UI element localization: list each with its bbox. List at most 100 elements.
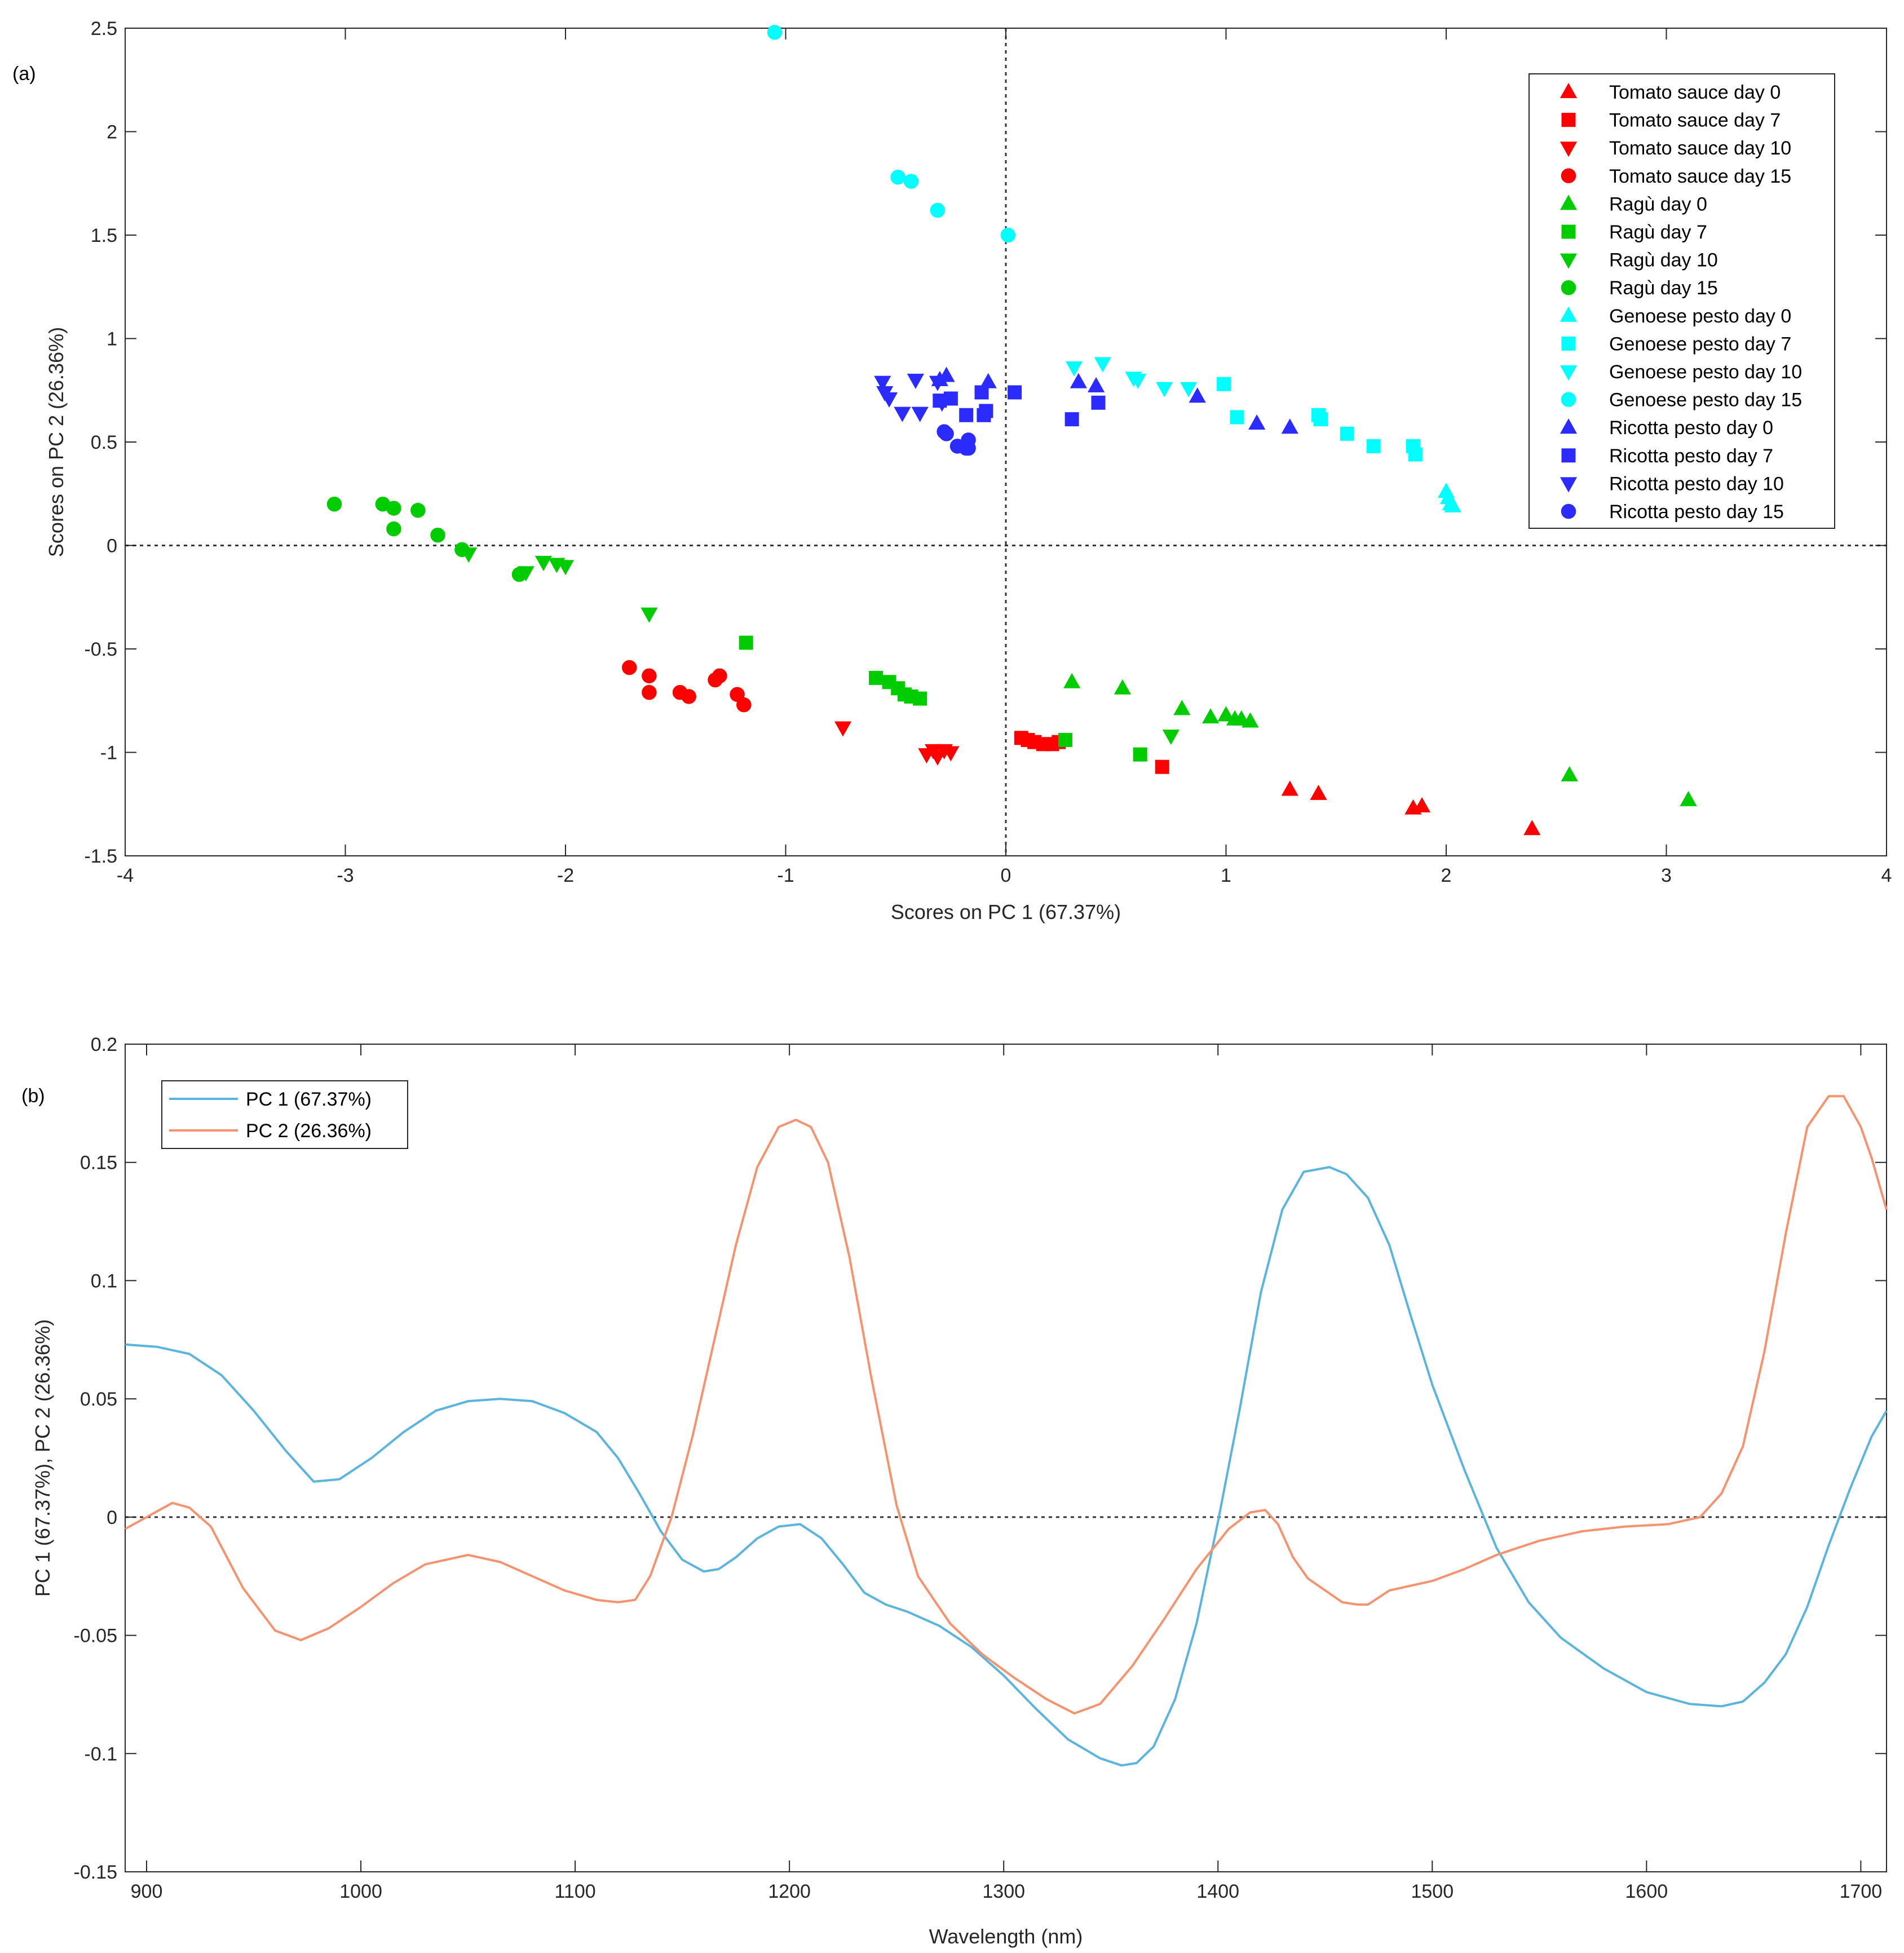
legend-marker (1561, 113, 1576, 127)
legend-label: Ragù day 0 (1609, 193, 1707, 215)
data-point (1114, 679, 1132, 695)
data-point (326, 496, 342, 512)
series-rag-day-15 (326, 496, 527, 582)
data-point (1408, 447, 1423, 462)
legend-label: Genoese pesto day 7 (1609, 333, 1791, 355)
data-point (534, 555, 553, 571)
line-x-tick-label: 1600 (1625, 1881, 1668, 1902)
data-point (930, 202, 946, 218)
data-point (903, 174, 919, 189)
data-point (640, 607, 658, 623)
scatter-x-tick-label: 3 (1661, 865, 1672, 886)
legend-label: Ricotta pesto day 10 (1609, 473, 1784, 494)
data-point (1063, 673, 1081, 688)
data-point (874, 375, 891, 391)
line-x-tick-label: 1100 (555, 1881, 596, 1902)
data-point (1281, 780, 1298, 796)
data-point (907, 373, 924, 389)
data-point (1088, 377, 1105, 392)
data-point (621, 660, 637, 675)
legend-marker (1561, 224, 1576, 239)
data-point (911, 406, 929, 422)
line-y-tick-label: 0.15 (80, 1152, 117, 1174)
data-point (1155, 759, 1169, 774)
data-point (1281, 418, 1298, 434)
data-point (979, 404, 993, 418)
scatter-panel: (a) -4 -3 -2 -1 0 1 2 3 4-1.5-1-0.500.511.522.5 … (12, 18, 1892, 924)
scatter-x-tick-label: 0 (1001, 865, 1011, 886)
legend-label: Genoese pesto day 15 (1609, 390, 1802, 411)
data-point (410, 502, 426, 518)
legend-marker (1561, 392, 1576, 407)
data-point (454, 542, 470, 558)
line-plot-frame (125, 1044, 1887, 1872)
legend-marker (1560, 253, 1578, 269)
line-y-tick-label: -0.05 (74, 1625, 118, 1647)
line-legend: PC 1 (67.37%) PC 2 (26.36%) (161, 1080, 408, 1149)
data-point (933, 396, 951, 412)
legend-marker (1560, 418, 1578, 434)
data-point (736, 697, 752, 713)
scatter-y-tick-label: 0.5 (91, 432, 117, 453)
scatter-points (326, 25, 1697, 836)
line-legend-box (161, 1080, 408, 1149)
data-point (739, 635, 753, 650)
data-point (767, 25, 783, 40)
series-ricotta-pesto-day-15 (936, 424, 976, 456)
scatter-y-tick-label: -1.5 (84, 846, 117, 867)
scatter-x-tick-label: 2 (1441, 865, 1452, 886)
data-point (1180, 382, 1198, 397)
legend-label: PC 1 (67.37%) (246, 1089, 372, 1110)
legend-label: Tomato sauce day 0 (1609, 82, 1781, 103)
scatter-y-tick-label: -1 (100, 743, 117, 764)
legend-marker (1560, 306, 1578, 322)
data-point (642, 668, 657, 683)
line-axis-ticks: 900 1000 1100 1200 1300 1400 1500 1600 1700 -0.15… (74, 1034, 1887, 1902)
data-point (1217, 706, 1235, 722)
scatter-x-tick-label: 1 (1221, 865, 1231, 886)
legend-label: Ricotta pesto day 7 (1609, 445, 1773, 467)
data-point (1413, 797, 1431, 812)
data-point (1065, 361, 1083, 377)
data-point (430, 527, 445, 543)
data-point (1189, 387, 1206, 403)
data-point (1133, 747, 1147, 762)
line-legend-items: PC 1 (67.37%) PC 2 (26.36%) (169, 1089, 372, 1142)
legend-marker (1560, 477, 1578, 493)
data-point (1064, 412, 1079, 427)
scatter-y-tick-label: 2 (107, 122, 117, 143)
data-point (890, 169, 905, 185)
legend-label: Ragù day 15 (1609, 277, 1718, 299)
series-tomato-sauce-day-10 (834, 721, 960, 766)
data-point (913, 691, 927, 706)
data-point (1561, 766, 1578, 781)
scatter-y-axis-label: Scores on PC 2 (26.36%) (45, 327, 68, 557)
data-point (1523, 820, 1541, 836)
data-point (880, 392, 898, 408)
line-x-tick-label: 900 (131, 1881, 163, 1902)
legend-label: Tomato sauce day 15 (1609, 166, 1791, 187)
data-point (1248, 414, 1266, 430)
scatter-x-axis-label: Scores on PC 1 (67.37%) (891, 900, 1121, 924)
legend-marker (1561, 168, 1576, 184)
data-point (1217, 377, 1231, 391)
data-point (1202, 708, 1220, 724)
data-point (961, 440, 976, 456)
scatter-y-tick-label: 0 (107, 536, 117, 557)
series-tomato-sauce-day-0 (1281, 780, 1541, 836)
data-point (1310, 784, 1327, 800)
data-point (1162, 730, 1179, 745)
line-y-tick-label: 0.1 (91, 1270, 117, 1292)
legend-label: Tomato sauce day 10 (1609, 138, 1791, 159)
series-genoese-pesto-day-15 (767, 25, 1016, 243)
data-point (556, 560, 575, 576)
scatter-legend: Tomato sauce day 0 Tomato sauce day 7 Toma… (1528, 73, 1835, 529)
line-x-tick-label: 1500 (1411, 1881, 1454, 1902)
data-point (1008, 385, 1022, 400)
legend-marker (1560, 365, 1578, 381)
data-point (894, 406, 911, 422)
line-y-tick-label: -0.15 (74, 1862, 118, 1883)
line-y-tick-label: 0.05 (80, 1389, 117, 1410)
scatter-x-tick-label: -2 (557, 865, 574, 886)
data-point (1000, 227, 1016, 243)
